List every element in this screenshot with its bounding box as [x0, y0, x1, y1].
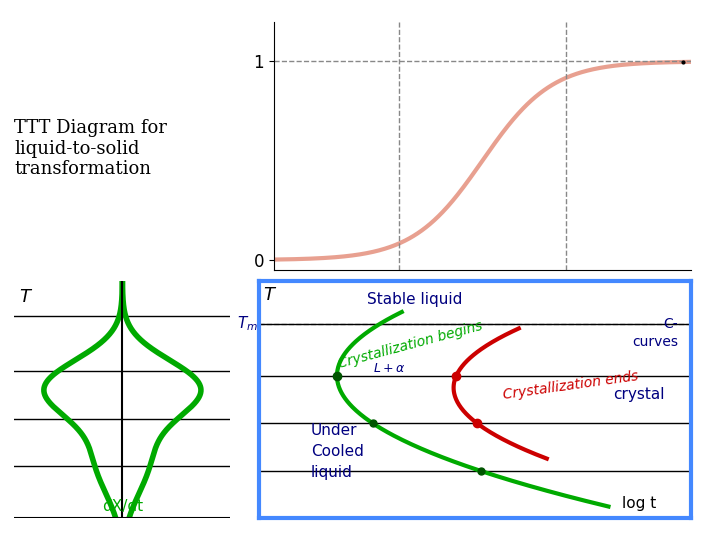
- Text: X: X: [288, 0, 301, 2]
- Text: $L+\alpha$: $L+\alpha$: [373, 362, 405, 375]
- Text: crystal: crystal: [613, 387, 665, 402]
- Text: $T_m$: $T_m$: [237, 314, 258, 333]
- Text: dX/dt: dX/dt: [102, 498, 143, 514]
- Text: T: T: [264, 286, 274, 303]
- Text: $t_f$: $t_f$: [559, 296, 573, 316]
- Text: Crystallization ends: Crystallization ends: [502, 369, 639, 402]
- Text: log t: log t: [636, 304, 670, 319]
- Text: T: T: [19, 288, 30, 306]
- Text: Under
Cooled
liquid: Under Cooled liquid: [311, 423, 364, 481]
- Text: $t_s$: $t_s$: [392, 296, 406, 316]
- Text: C-
curves: C- curves: [632, 318, 678, 349]
- Text: Crystallization begins: Crystallization begins: [336, 319, 485, 371]
- Text: TTT Diagram for
liquid-to-solid
transformation: TTT Diagram for liquid-to-solid transfor…: [14, 119, 167, 178]
- Text: log t: log t: [649, 296, 683, 311]
- Text: log t: log t: [622, 496, 657, 511]
- Text: Stable liquid: Stable liquid: [367, 292, 462, 307]
